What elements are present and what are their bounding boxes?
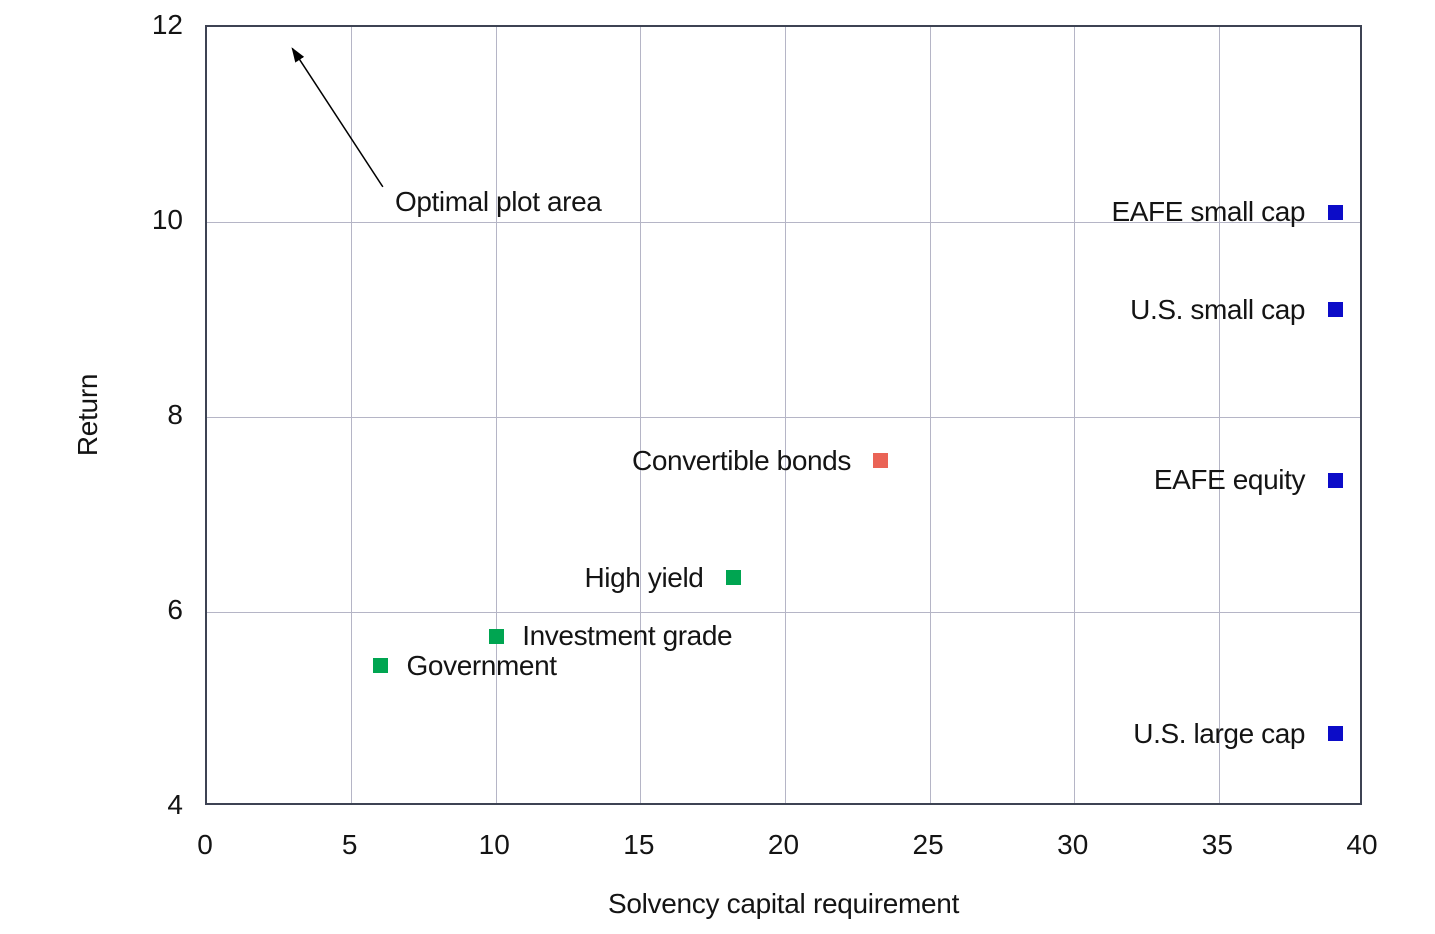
data-point-marker xyxy=(1327,472,1343,488)
gridline-y-10 xyxy=(207,221,1360,223)
data-point-marker xyxy=(725,570,741,586)
y-tick-label-8: 8 xyxy=(167,399,183,430)
x-tick-label-35: 35 xyxy=(1201,829,1233,860)
gridline-x-5 xyxy=(351,27,353,803)
data-point-marker xyxy=(488,628,504,644)
gridline-y-8 xyxy=(207,416,1360,418)
plot-area: Government Investment grade High yield Conv… xyxy=(205,25,1362,805)
x-tick-label-30: 30 xyxy=(1057,829,1089,860)
x-tick-label-25: 25 xyxy=(912,829,944,860)
y-tick-label-10: 10 xyxy=(151,204,183,235)
x-tick-label-10: 10 xyxy=(478,829,510,860)
gridline-x-35 xyxy=(1218,27,1220,803)
data-point-marker xyxy=(1327,302,1343,318)
x-axis-title: Solvency capital requirement xyxy=(607,888,960,919)
data-point-marker xyxy=(873,453,889,469)
y-tick-label-4: 4 xyxy=(167,789,183,820)
gridline-x-20 xyxy=(785,27,786,803)
gridline-x-25 xyxy=(929,27,931,803)
data-point-label: U.S. small cap xyxy=(1130,293,1306,325)
data-point-label: EAFE equity xyxy=(1153,464,1306,496)
x-tick-label-15: 15 xyxy=(623,829,655,860)
data-point-label: EAFE small cap xyxy=(1111,196,1306,228)
y-tick-label-12: 12 xyxy=(151,9,183,40)
data-point-marker xyxy=(1327,726,1343,742)
data-point-label: U.S. large cap xyxy=(1133,717,1306,749)
data-point-marker xyxy=(373,658,389,674)
x-tick-label-5: 5 xyxy=(341,829,358,860)
x-tick-label-0: 0 xyxy=(197,829,213,860)
annotation-arrow xyxy=(291,47,384,188)
x-tick-label-20: 20 xyxy=(767,829,800,860)
y-axis-title: Return xyxy=(72,373,103,457)
data-point-marker xyxy=(1327,204,1343,220)
gridline-x-10 xyxy=(495,27,497,803)
data-point-label: Government xyxy=(406,649,557,681)
annotation-text: Optimal plot area xyxy=(395,185,602,217)
data-point-label: Convertible bonds xyxy=(632,444,851,476)
y-tick-label-6: 6 xyxy=(167,594,183,625)
gridline-x-30 xyxy=(1074,27,1076,803)
data-point-label: Investment grade xyxy=(522,620,733,652)
x-tick-label-40: 40 xyxy=(1346,829,1378,860)
gridline-x-15 xyxy=(640,27,642,803)
data-point-label: High yield xyxy=(584,561,704,593)
gridline-y-6 xyxy=(207,611,1360,613)
